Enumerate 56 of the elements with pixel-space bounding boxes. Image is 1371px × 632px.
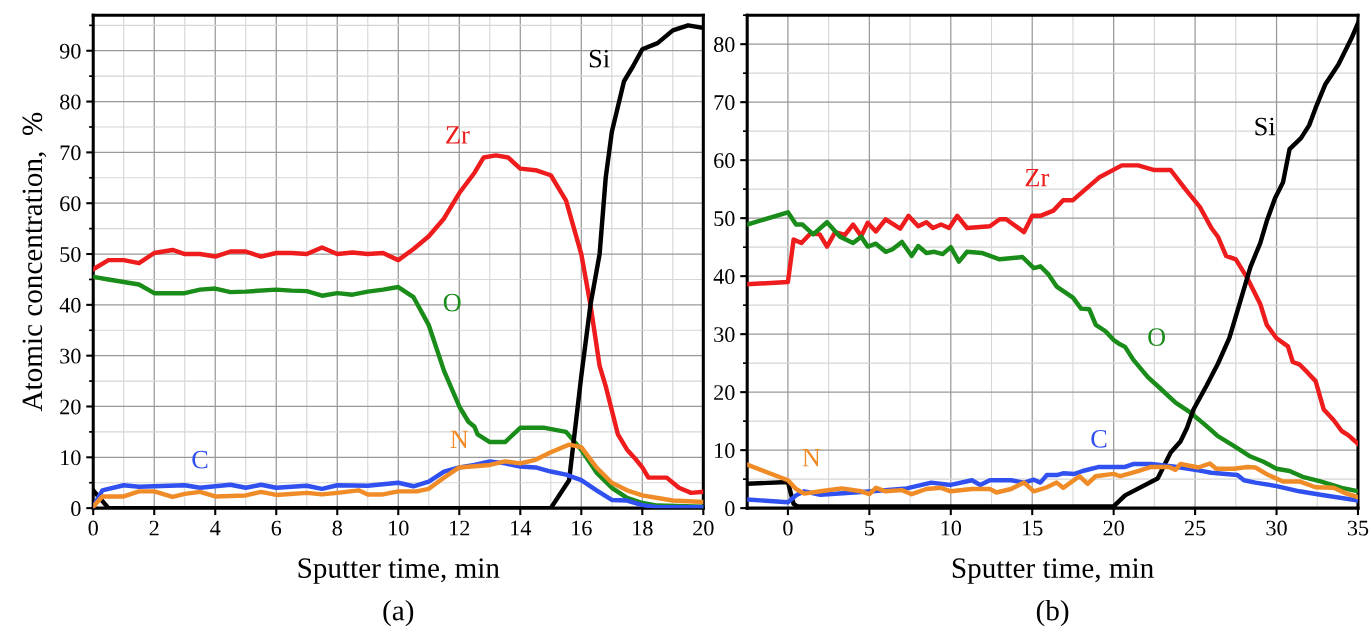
x-tick-label: 0 [88,520,98,536]
annotation: C [192,450,208,469]
x-tick-label: 16 [572,520,592,536]
x-tick-label: 12 [450,520,470,536]
line-series [747,163,1358,446]
line-series [93,153,704,496]
annotation: Zr [1025,168,1050,187]
x-tick-label: 10 [389,520,409,536]
x-tick-label: 15 [1023,520,1043,536]
annotation: C [1091,429,1107,448]
x-tick-label: 18 [633,520,653,536]
y-tick-label: 40 [59,297,81,313]
x-axis-title: Sputter time, min [298,558,500,584]
annotation: O [1148,328,1166,346]
y-tick-label: 20 [714,385,735,401]
y-tick-label: 0 [71,501,81,517]
annotation: N [450,430,469,448]
y-tick-label: 80 [714,37,735,53]
y-tick-label: 80 [60,94,81,110]
y-tick-label: 60 [714,153,735,169]
x-tick-label: 20 [693,520,714,536]
y-axis-title: Atomic concentration, % [22,112,47,412]
x-tick-label: 0 [783,520,793,536]
y-tick-label: 10 [61,450,81,466]
annotation: N [802,449,821,467]
y-tick-label: 0 [725,501,735,517]
annotation: O [443,293,461,312]
y-tick-label: 50 [60,246,81,262]
y-tick-label: 90 [59,43,81,59]
x-tick-label: 2 [149,520,159,536]
y-tick-label: 60 [60,196,81,212]
annotation: Si [1255,117,1276,136]
line-series [747,210,1358,494]
x-tick-label: 10 [941,520,962,536]
x-tick-label: 6 [271,520,282,536]
x-tick-label: 20 [1103,520,1124,536]
y-tick-label: 50 [714,211,735,227]
y-tick-label: 70 [60,145,81,161]
y-tick-label: 70 [714,95,735,111]
y-tick-label: 30 [60,348,81,364]
text: (b) [1036,599,1069,627]
y-tick-label: 10 [715,443,735,459]
y-tick-label: 40 [713,269,735,285]
annotation: Si [589,49,610,68]
text: (a) [383,599,414,627]
x-tick-label: 35 [1347,520,1369,536]
x-tick-label: 14 [511,520,532,536]
x-tick-label: 5 [865,520,875,536]
x-tick-label: 8 [332,520,342,536]
y-tick-label: 30 [714,327,735,343]
y-tick-label: 20 [60,399,81,415]
x-tick-label: 30 [1266,520,1287,536]
annotation: Zr [446,126,470,144]
x-tick-label: 25 [1184,520,1206,536]
x-tick-label: 4 [210,520,221,536]
x-axis-title: Sputter time, min [952,558,1154,584]
